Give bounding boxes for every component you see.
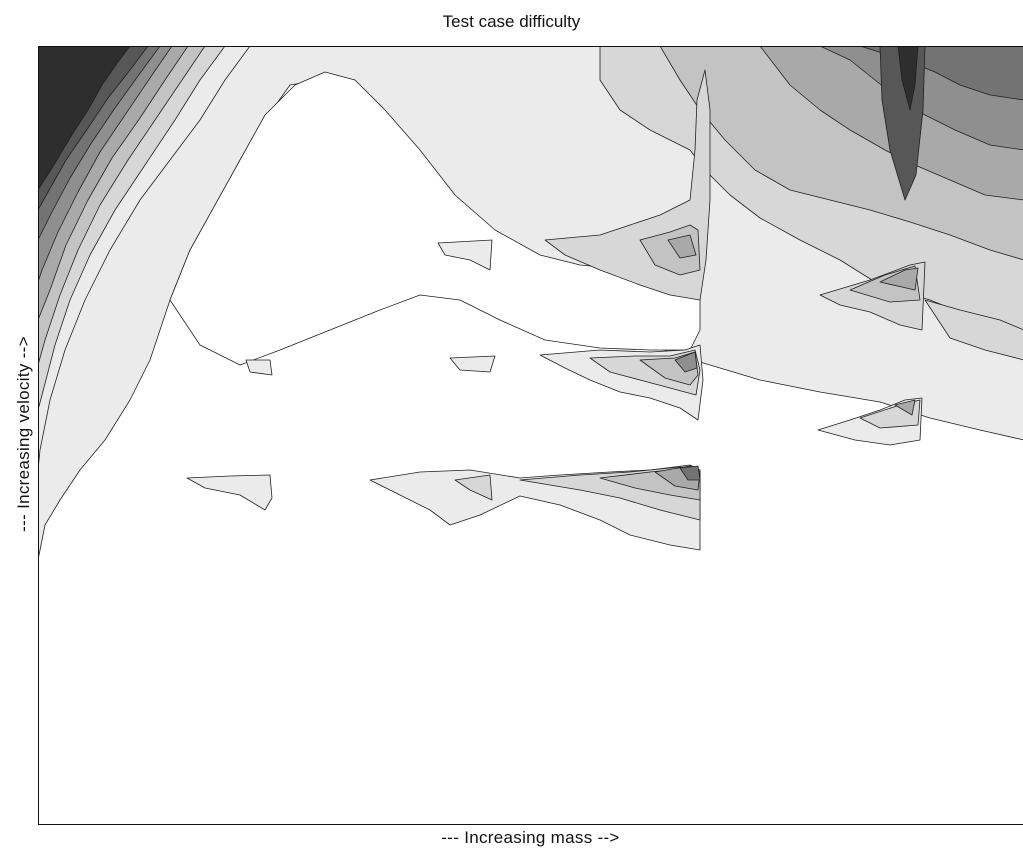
mid-spike-core (674, 351, 698, 373)
right-upper-core (879, 267, 919, 291)
plot-frame (38, 46, 1023, 825)
corner-band-8 (38, 46, 131, 191)
island-center-mid (449, 355, 496, 373)
right-lower-core (894, 399, 916, 416)
ur-darkest-wedge (897, 46, 919, 111)
y-axis-label: --- Increasing velocity --> (14, 336, 33, 532)
island-center-top (437, 239, 493, 271)
spike-upper-core (667, 234, 697, 259)
low-spike-core (679, 465, 701, 481)
right-band-small (924, 299, 1023, 361)
island-left-low (186, 474, 273, 511)
x-axis-label: --- Increasing mass --> (441, 828, 620, 847)
chart-title: Test case difficulty (442, 12, 581, 31)
island-left-mid (245, 359, 273, 376)
island-center-low (454, 474, 493, 501)
